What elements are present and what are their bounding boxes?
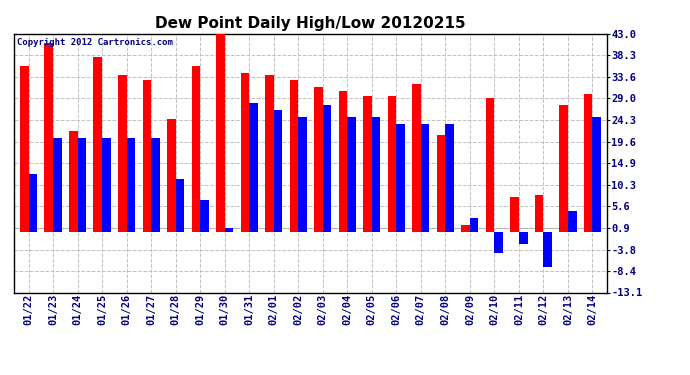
Bar xyxy=(560,105,568,232)
Bar xyxy=(593,117,601,232)
Bar xyxy=(126,138,135,232)
Bar xyxy=(511,198,519,232)
Bar xyxy=(192,66,200,232)
Bar xyxy=(241,73,249,232)
Bar xyxy=(519,232,528,244)
Bar xyxy=(265,75,274,232)
Bar xyxy=(298,117,307,232)
Bar xyxy=(470,218,478,232)
Bar xyxy=(495,232,503,253)
Bar xyxy=(69,130,77,232)
Bar xyxy=(225,228,233,232)
Bar xyxy=(421,124,429,232)
Text: Copyright 2012 Cartronics.com: Copyright 2012 Cartronics.com xyxy=(17,38,172,46)
Bar xyxy=(274,110,282,232)
Bar xyxy=(102,138,110,232)
Bar xyxy=(167,119,176,232)
Bar xyxy=(44,43,53,232)
Bar xyxy=(28,174,37,232)
Bar xyxy=(200,200,209,232)
Bar xyxy=(445,124,454,232)
Bar xyxy=(151,138,159,232)
Bar xyxy=(53,138,61,232)
Bar xyxy=(544,232,552,267)
Bar xyxy=(535,195,544,232)
Bar xyxy=(568,211,577,232)
Bar xyxy=(143,80,151,232)
Bar xyxy=(437,135,445,232)
Bar xyxy=(347,117,356,232)
Bar xyxy=(323,105,331,232)
Bar xyxy=(118,75,126,232)
Bar xyxy=(339,92,347,232)
Bar xyxy=(93,57,102,232)
Bar xyxy=(372,117,380,232)
Bar xyxy=(363,96,372,232)
Bar xyxy=(77,138,86,232)
Bar xyxy=(20,66,28,232)
Bar xyxy=(462,225,470,232)
Bar xyxy=(314,87,323,232)
Bar xyxy=(388,96,396,232)
Bar xyxy=(412,84,421,232)
Title: Dew Point Daily High/Low 20120215: Dew Point Daily High/Low 20120215 xyxy=(155,16,466,31)
Bar xyxy=(396,124,405,232)
Bar xyxy=(249,103,258,232)
Bar xyxy=(486,98,495,232)
Bar xyxy=(290,80,298,232)
Bar xyxy=(216,34,225,232)
Bar xyxy=(176,179,184,232)
Bar xyxy=(584,94,593,232)
